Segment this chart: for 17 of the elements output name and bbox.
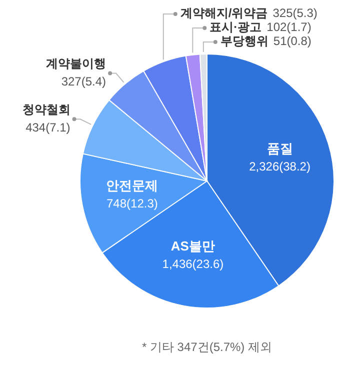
data-label: 327(5.4) xyxy=(61,74,106,88)
slice-label: AS불만 xyxy=(170,238,215,254)
data-label: 1,436(23.6) xyxy=(162,257,224,272)
data-label: 325(5.3) xyxy=(272,6,318,20)
slice-label: 계약해지/위약금 xyxy=(180,6,268,20)
text: * 기타 347건(5.7%) 제외 xyxy=(142,340,272,354)
data-label: 102(1.7) xyxy=(266,20,312,34)
slice-label: 표시·광고 xyxy=(210,20,262,34)
slice-label: 계약불이행 xyxy=(46,56,106,70)
data-label: 51(0.8) xyxy=(273,34,312,48)
slice-label: 부당행위 xyxy=(220,34,268,48)
slice-label: 청약철회 xyxy=(22,102,70,116)
slice-label: 품질 xyxy=(266,140,293,156)
data-label: 748(12.3) xyxy=(106,196,158,211)
slice-label: 안전문제 xyxy=(106,178,158,193)
data-label: 434(7.1) xyxy=(26,120,70,134)
data-label: 2,326(38.2) xyxy=(249,160,310,174)
